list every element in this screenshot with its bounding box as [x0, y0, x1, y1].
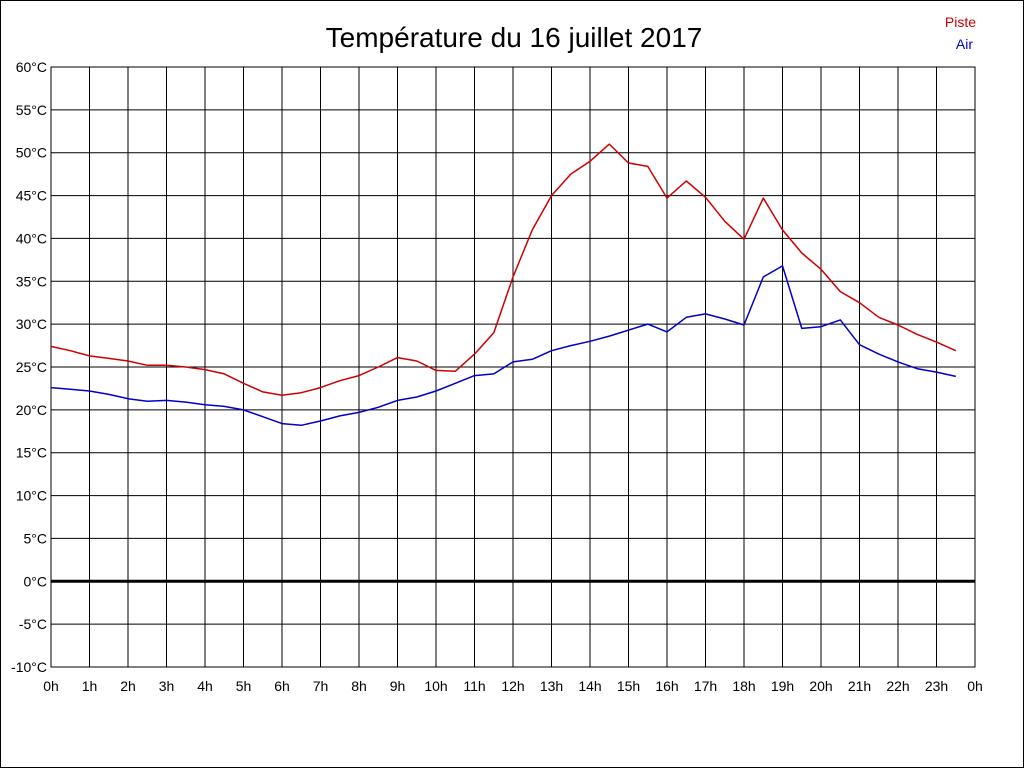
x-tick-label: 18h: [732, 678, 755, 694]
y-tick-label: 5°C: [24, 530, 48, 546]
y-tick-label: 40°C: [16, 230, 47, 246]
x-tick-label: 7h: [313, 678, 329, 694]
y-tick-label: 10°C: [16, 488, 47, 504]
series-line-piste: [50, 143, 957, 397]
x-tick-label: 16h: [655, 678, 678, 694]
chart-title: Température du 16 juillet 2017: [326, 22, 703, 53]
y-tick-label: 60°C: [16, 59, 47, 75]
x-tick-label: 22h: [886, 678, 909, 694]
legend-entry-air: Air: [956, 36, 973, 52]
legend-entry-piste: Piste: [945, 14, 976, 30]
y-tick-label: 55°C: [16, 102, 47, 118]
x-tick-label: 23h: [925, 678, 948, 694]
x-tick-label: 0h: [967, 678, 983, 694]
series-line-air: [50, 265, 956, 427]
x-tick-label: 1h: [82, 678, 98, 694]
y-tick-label: 0°C: [24, 573, 48, 589]
x-tick-label: 11h: [463, 678, 485, 694]
x-tick-label: 12h: [501, 678, 524, 694]
y-tick-label: -5°C: [19, 616, 47, 632]
x-tick-label: 17h: [694, 678, 717, 694]
x-tick-label: 3h: [159, 678, 175, 694]
x-tick-label: 21h: [848, 678, 871, 694]
x-tick-label: 20h: [809, 678, 832, 694]
x-tick-label: 4h: [197, 678, 213, 694]
y-axis-ticks: -10°C -5°C 0°C 5°C 10°C 15°C 20°C 25°C 30°C 35°C 4…: [11, 59, 47, 675]
x-tick-label: 15h: [617, 678, 640, 694]
x-tick-label: 14h: [578, 678, 601, 694]
y-tick-label: 25°C: [16, 359, 47, 375]
x-tick-label: 9h: [390, 678, 406, 694]
y-tick-label: 50°C: [16, 145, 47, 161]
x-tick-label: 10h: [424, 678, 447, 694]
x-tick-label: 19h: [771, 678, 794, 694]
x-tick-label: 5h: [236, 678, 252, 694]
y-tick-label: 35°C: [16, 273, 47, 289]
grid: [50, 66, 976, 668]
x-tick-label: 8h: [351, 678, 367, 694]
x-tick-label: 6h: [274, 678, 290, 694]
y-tick-label: 30°C: [16, 316, 47, 332]
y-tick-label: 45°C: [16, 188, 47, 204]
y-tick-label: -10°C: [11, 659, 47, 675]
x-tick-label: 2h: [120, 678, 136, 694]
x-tick-label: 13h: [540, 678, 563, 694]
x-tick-label: 0h: [43, 678, 59, 694]
y-tick-label: 20°C: [16, 402, 47, 418]
legend: Piste Air: [945, 14, 976, 52]
x-axis-ticks: 0h 1h 2h 3h 4h 5h 6h 7h 8h 9h 10h 11h 12h 13h 14h 15h 16…: [43, 678, 983, 694]
series-layer: [50, 143, 957, 427]
y-tick-label: 15°C: [16, 445, 47, 461]
